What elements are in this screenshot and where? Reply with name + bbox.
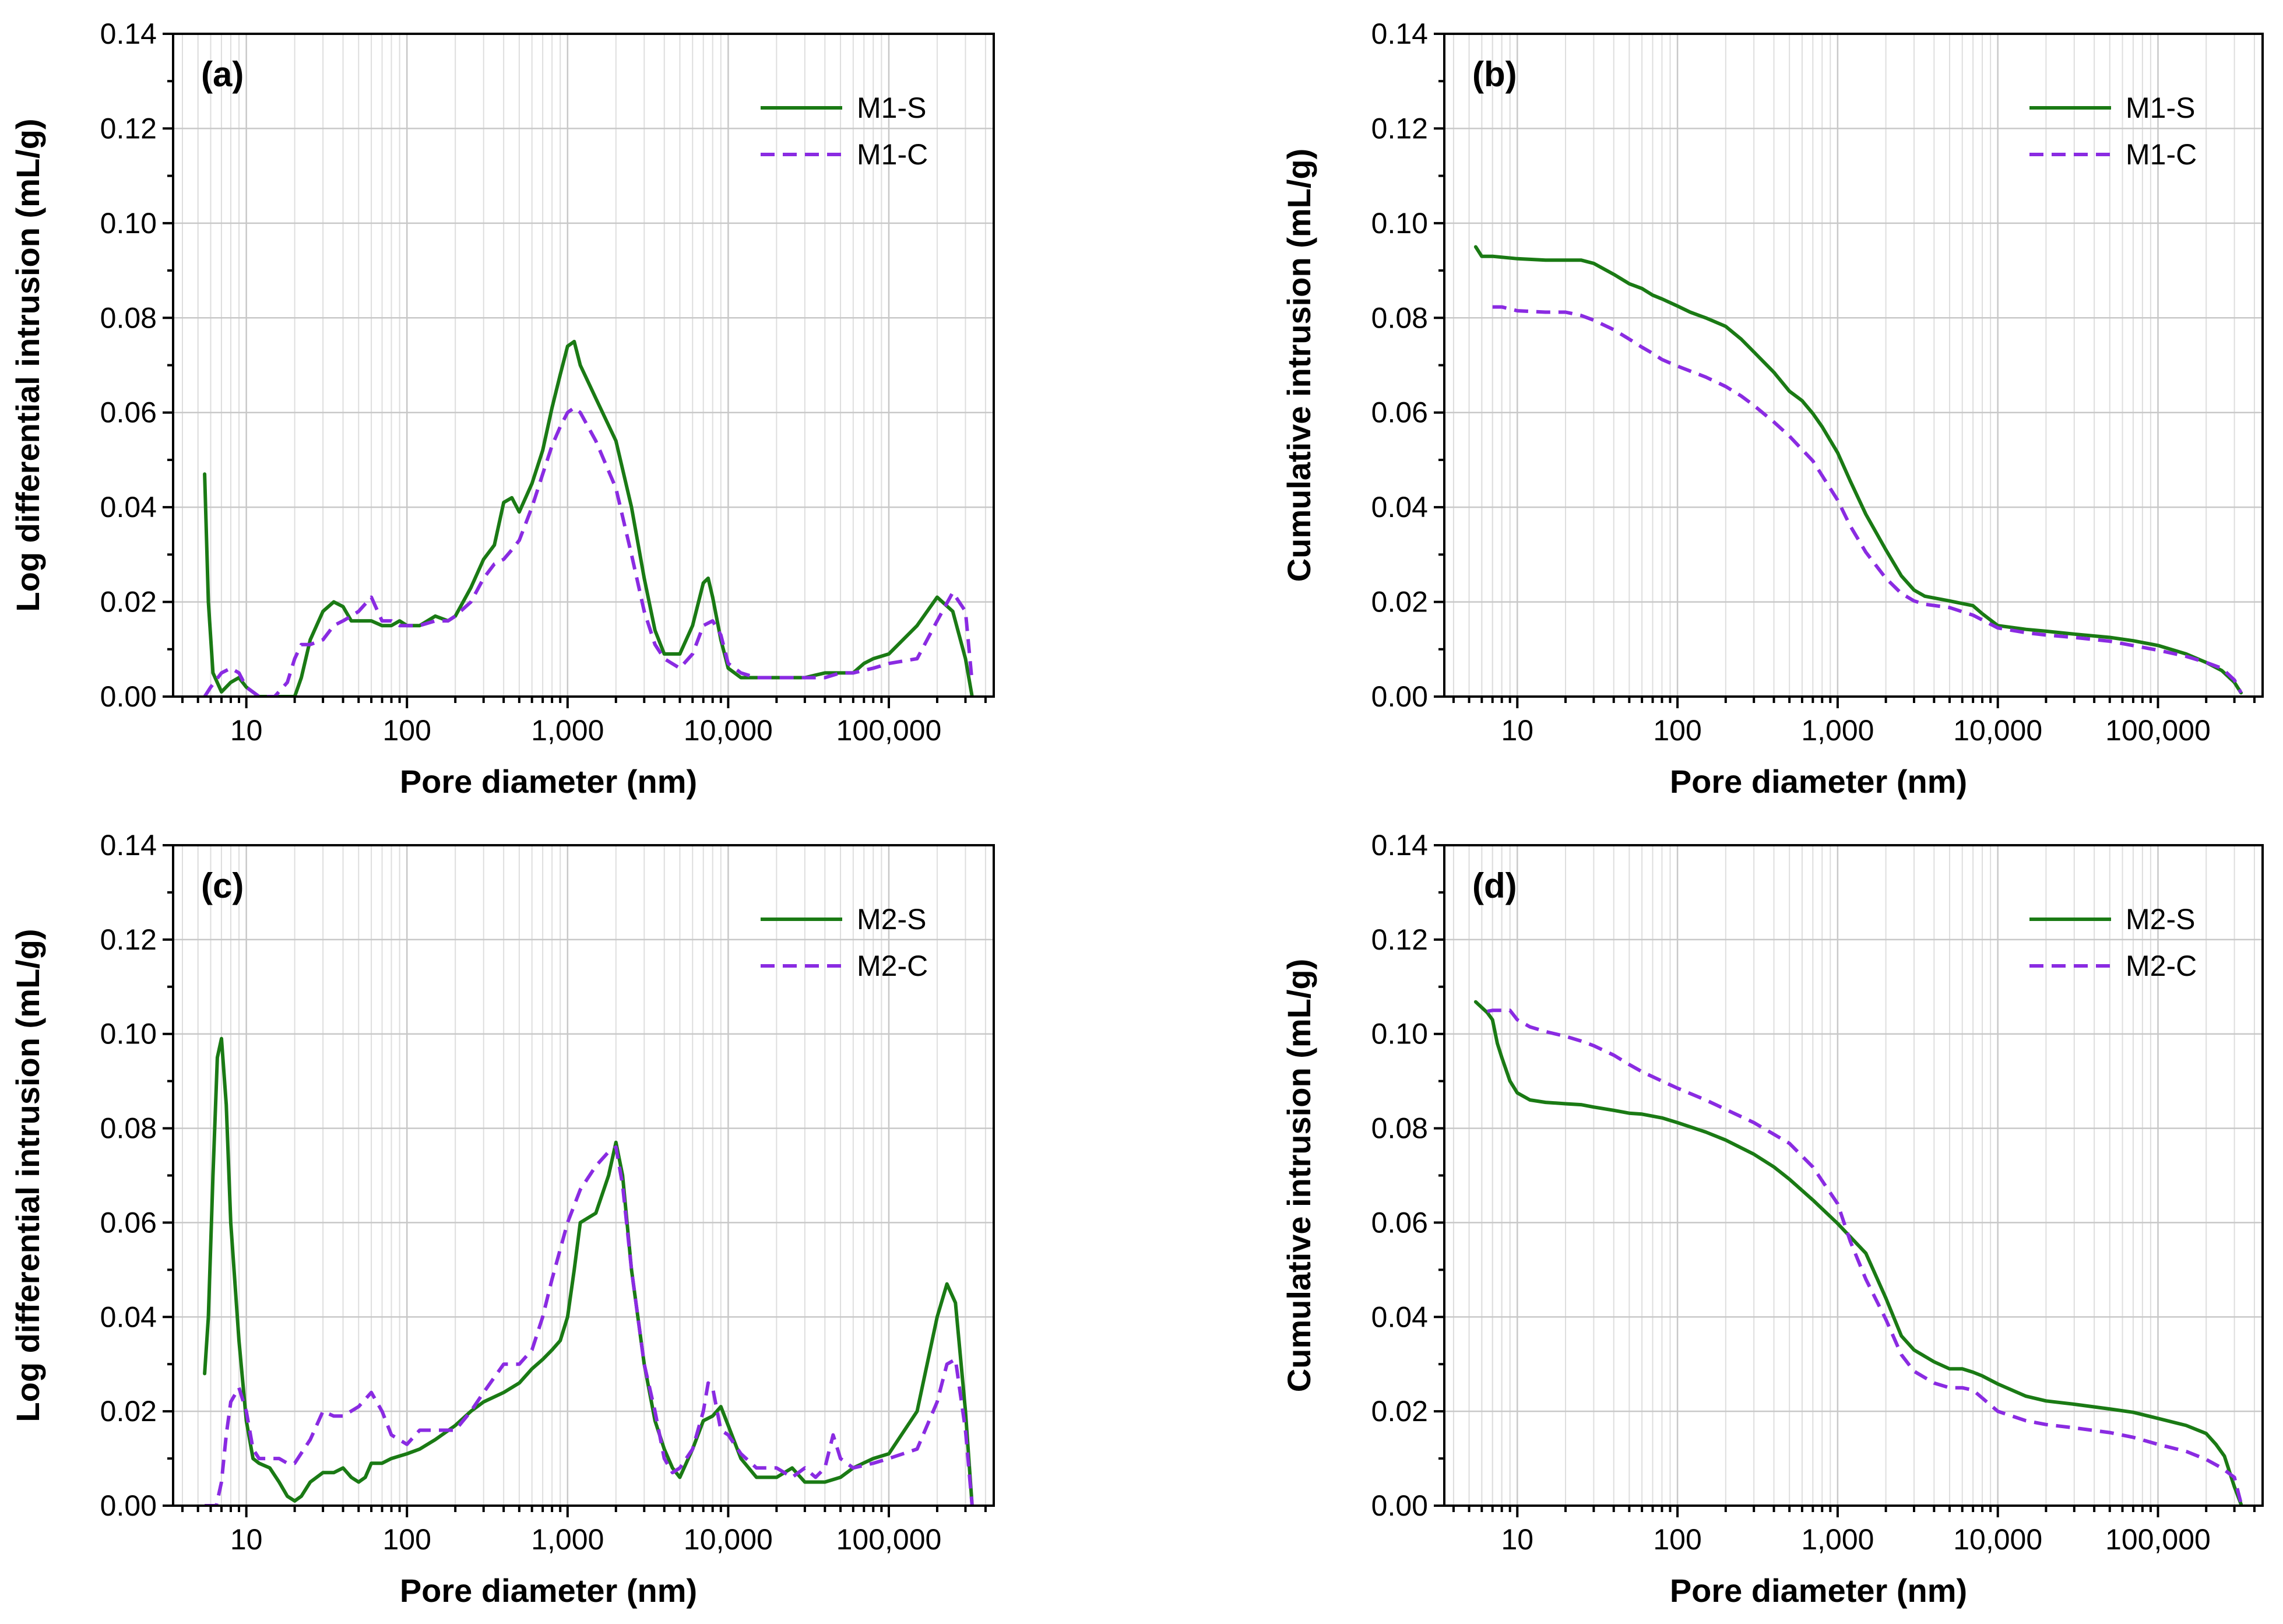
plot-frame: [172, 844, 995, 1507]
chart-panel-b: 0.00 0.02 0.04 0.06 0.08 0.10 0.12 0.14 10 100 1,0…: [1281, 17, 2264, 800]
legend-label: M1-C: [2126, 138, 2197, 171]
chart-panel-d: 0.00 0.02 0.04 0.06 0.08 0.10 0.12 0.14 10 100 1,0…: [1281, 829, 2264, 1609]
series-line-m1-s: [1473, 245, 2243, 695]
series-group: [1473, 245, 2243, 695]
y-tick-label: 0.14: [100, 829, 157, 862]
series-line-m1-c: [1492, 305, 2243, 694]
y-tick-label: 0.12: [1371, 923, 1428, 956]
x-tick-label: 100: [383, 714, 431, 747]
y-tick-label: 0.04: [100, 1300, 157, 1333]
x-tick-label: 100,000: [836, 1523, 942, 1556]
x-tick-label: 100,000: [2105, 714, 2211, 747]
y-tick-label: 0.06: [100, 1206, 157, 1239]
y-tick-label: 0.08: [1371, 1112, 1428, 1145]
y-tick-label: 0.10: [1371, 1018, 1428, 1050]
panel-label: (d): [1472, 866, 1517, 905]
series-line-m1-s: [203, 339, 974, 697]
series-group: [203, 339, 974, 697]
y-tick-label: 0.12: [1371, 112, 1428, 145]
panel-label: (b): [1472, 55, 1517, 94]
x-tick-label: 10: [1501, 714, 1533, 747]
x-minor-gridlines: [1452, 845, 2255, 1506]
y-axis-title: Cumulative intrusion (mL/g): [1281, 149, 1317, 582]
y-tick-label: 0.08: [100, 301, 157, 334]
y-tick-label: 0.14: [1371, 829, 1428, 862]
x-tick-label: 100: [1653, 1523, 1701, 1556]
y-tick-label: 0.00: [100, 1489, 157, 1522]
x-tick-label: 10: [1501, 1523, 1533, 1556]
series-group: [203, 1036, 974, 1506]
x-tick-label: 1,000: [1801, 714, 1874, 747]
panel-label: (a): [201, 55, 244, 94]
x-tick-label: 100,000: [836, 714, 942, 747]
x-minor-gridlines: [1452, 34, 2255, 697]
y-tick-label: 0.02: [1371, 586, 1428, 618]
y-tick-label: 0.02: [100, 1395, 157, 1428]
legend-label: M1-C: [857, 138, 928, 171]
y-tick-label: 0.12: [100, 923, 157, 956]
legend-label: M2-S: [857, 903, 926, 936]
y-tick-label: 0.06: [1371, 396, 1428, 429]
legend-label: M2-S: [2126, 903, 2195, 936]
series-line-m2-c: [1487, 1008, 2243, 1504]
x-axis-title: Pore diameter (nm): [400, 763, 697, 800]
y-tick-label: 0.12: [100, 112, 157, 145]
y-tick-label: 0.02: [1371, 1395, 1428, 1428]
legend-label: M2-C: [2126, 950, 2197, 982]
x-tick-label: 100: [383, 1523, 431, 1556]
y-axis-title: Log differential intrusion (mL/g): [9, 929, 46, 1422]
x-tick-label: 1,000: [1801, 1523, 1874, 1556]
y-tick-label: 0.10: [1371, 207, 1428, 240]
y-axis-title: Log differential intrusion (mL/g): [9, 118, 46, 611]
series-line-m2-c: [205, 1145, 974, 1506]
x-axis-title: Pore diameter (nm): [1670, 763, 1967, 800]
series-line-m2-s: [1473, 1000, 2243, 1506]
x-tick-label: 10: [230, 714, 263, 747]
y-tick-label: 0.14: [1371, 17, 1428, 50]
y-tick-label: 0.08: [1371, 301, 1428, 334]
plot-frame: [172, 33, 995, 698]
panel-label: (c): [201, 866, 244, 905]
x-tick-label: 1,000: [531, 714, 604, 747]
x-tick-label: 1,000: [531, 1523, 604, 1556]
series-group: [1473, 1000, 2243, 1506]
chart-panel-a: 0.00 0.02 0.04 0.06 0.08 0.10 0.12 0.14 10 100 1,0…: [9, 17, 995, 800]
y-tick-label: 0.00: [100, 680, 157, 713]
plot-frame: [1443, 33, 2264, 698]
y-tick-label: 0.04: [100, 491, 157, 523]
x-tick-label: 10,000: [684, 1523, 773, 1556]
series-line-m1-c: [203, 406, 974, 697]
y-tick-label: 0.14: [100, 17, 157, 50]
legend-label: M2-C: [857, 950, 928, 982]
y-tick-label: 0.02: [100, 586, 157, 618]
y-tick-label: 0.04: [1371, 491, 1428, 523]
x-tick-label: 100: [1653, 714, 1701, 747]
y-tick-label: 0.10: [100, 207, 157, 240]
x-axis-title: Pore diameter (nm): [1670, 1572, 1967, 1609]
x-tick-label: 10,000: [1953, 714, 2042, 747]
y-tick-label: 0.08: [100, 1112, 157, 1145]
x-tick-label: 10,000: [1953, 1523, 2042, 1556]
x-tick-label: 10: [230, 1523, 263, 1556]
y-tick-label: 0.00: [1371, 1489, 1428, 1522]
plot-frame: [1443, 844, 2264, 1507]
chart-panel-c: 0.00 0.02 0.04 0.06 0.08 0.10 0.12 0.14 10 100 1,0…: [9, 829, 995, 1609]
y-tick-label: 0.00: [1371, 680, 1428, 713]
y-tick-label: 0.04: [1371, 1300, 1428, 1333]
x-minor-gridlines: [181, 34, 986, 697]
x-tick-label: 100,000: [2105, 1523, 2211, 1556]
legend-label: M1-S: [857, 92, 926, 124]
legend-label: M1-S: [2126, 92, 2195, 124]
y-tick-label: 0.10: [100, 1018, 157, 1050]
y-tick-label: 0.06: [100, 396, 157, 429]
x-axis-title: Pore diameter (nm): [400, 1572, 697, 1609]
x-tick-label: 10,000: [684, 714, 773, 747]
x-minor-gridlines: [181, 845, 986, 1506]
y-axis-title: Cumulative intrusion (mL/g): [1281, 959, 1317, 1393]
series-line-m2-s: [203, 1036, 974, 1506]
y-tick-label: 0.06: [1371, 1206, 1428, 1239]
